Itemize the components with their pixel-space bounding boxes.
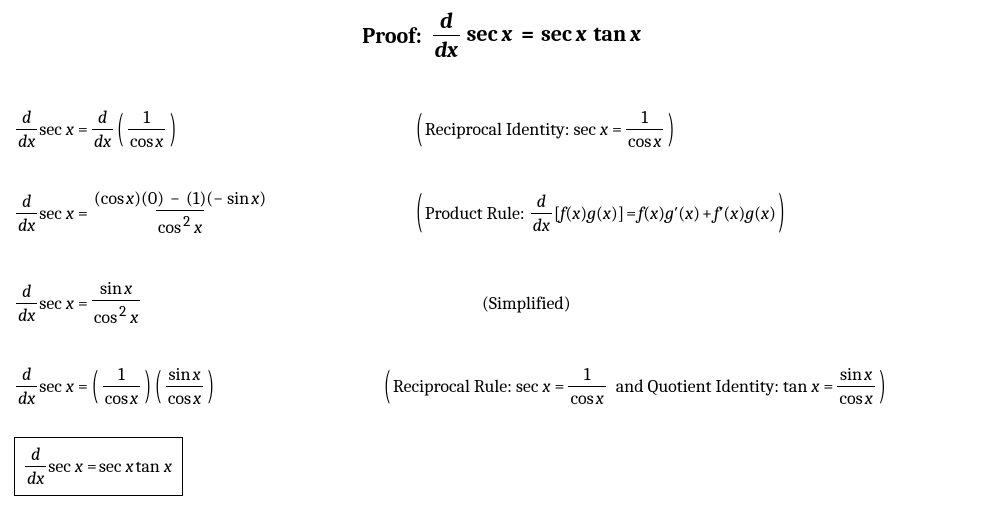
step-4-equation: ddx secx = ( 1 cosx ) ( sinx cosx ) — [14, 364, 382, 409]
step-2-reason: ( Product Rule: ddx [f(x)g(x)] = f(x)g′(… — [414, 191, 787, 236]
step-3-reason: (Simplified) — [482, 293, 571, 314]
proof-label: Proof: — [362, 23, 422, 49]
step-result: ddx secx = secx tanx — [14, 437, 991, 496]
title-equation: d dx secx = secx tanx — [431, 8, 643, 63]
step-4-reason: ( Reciprocal Rule: secx = 1 cosx and Quo… — [382, 364, 888, 409]
proof-title: Proof: d dx secx = secx tanx — [14, 8, 991, 63]
ddx-frac: d dx — [433, 8, 460, 63]
boxed-result: ddx secx = secx tanx — [14, 437, 183, 496]
step-2: ddx secx = (cosx)(0) − (1)(− sinx) cos2 … — [14, 188, 991, 238]
step-3: ddx secx = sinx cos2 x (Simplified) — [14, 278, 991, 328]
step-1-reason: ( Reciprocal Identity: secx = 1 cosx ) — [414, 107, 676, 152]
step-1: ddx secx = ddx ( 1 cosx ) ( Reciprocal I… — [14, 107, 991, 152]
step-4: ddx secx = ( 1 cosx ) ( sinx cosx ) ( Re… — [14, 364, 991, 409]
step-2-equation: ddx secx = (cosx)(0) − (1)(− sinx) cos2 … — [14, 188, 414, 238]
step-1-equation: ddx secx = ddx ( 1 cosx ) — [14, 107, 414, 152]
step-3-equation: ddx secx = sinx cos2 x — [14, 278, 482, 328]
proof-steps: ddx secx = ddx ( 1 cosx ) ( Reciprocal I… — [14, 107, 991, 496]
